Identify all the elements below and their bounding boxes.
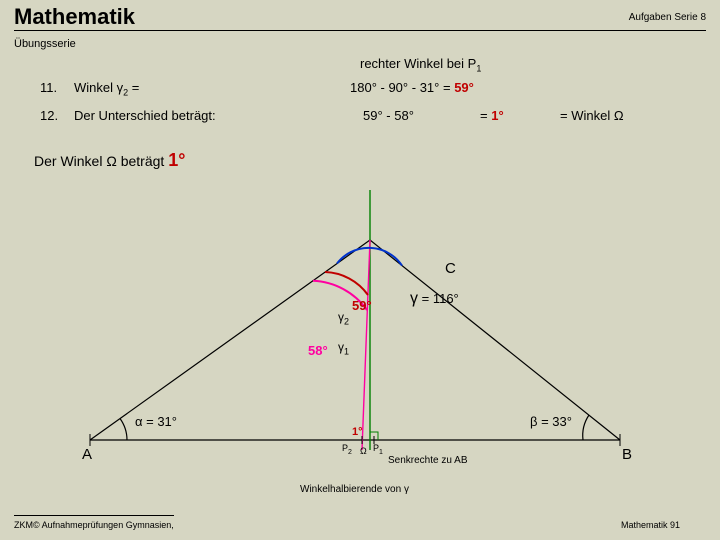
series-label: Aufgaben Serie 8 [629, 12, 706, 23]
q11-text: Winkel γ2 = [74, 80, 139, 98]
val-58: 58° [308, 343, 328, 358]
right-angle-note: rechter Winkel bei P1 [360, 56, 481, 74]
val-59: 59° [352, 298, 372, 313]
omega-label: Ω [360, 446, 367, 456]
label-a: A [82, 446, 92, 463]
alpha-arc [120, 419, 127, 441]
gamma2-label: γ2 [338, 310, 349, 326]
label-c: C [445, 260, 456, 277]
gamma-eq: γ = 116° [410, 290, 459, 308]
title-underline [14, 30, 706, 31]
angle-bisector [362, 240, 370, 450]
a12-left: 59° - 58° [363, 108, 414, 123]
footer-rule [14, 515, 174, 516]
beta-label: β = 33° [530, 414, 572, 429]
gamma1-label: γ1 [338, 340, 349, 356]
beta-arc [583, 415, 589, 440]
a12-tail: = Winkel Ω [560, 108, 624, 123]
footer-left: ZKM© Aufnahmeprüfungen Gymnasien, [14, 520, 174, 530]
a12-mid: = 1° [480, 108, 504, 123]
a11: 180° - 90° - 31° = 59° [350, 80, 474, 95]
bisector-label: Winkelhalbierende von γ [300, 484, 409, 495]
line-ac [90, 240, 370, 440]
q11-number: 11. [40, 80, 57, 95]
label-b: B [622, 446, 632, 463]
page-title: Mathematik [14, 4, 135, 30]
result-line: Der Winkel Ω beträgt 1° [34, 150, 185, 171]
p2-label: P2 [342, 443, 352, 456]
alpha-label: α = 31° [135, 414, 177, 429]
subtitle: Übungsserie [14, 38, 76, 50]
p1-label: P1 [373, 443, 383, 456]
q12-number: 12. [40, 108, 58, 123]
q12-text: Der Unterschied beträgt: [74, 108, 216, 123]
line-bc [370, 240, 620, 440]
footer-right: Mathematik 91 [621, 520, 680, 530]
one-deg: 1° [352, 426, 363, 438]
perp-label: Senkrechte zu AB [388, 455, 468, 466]
